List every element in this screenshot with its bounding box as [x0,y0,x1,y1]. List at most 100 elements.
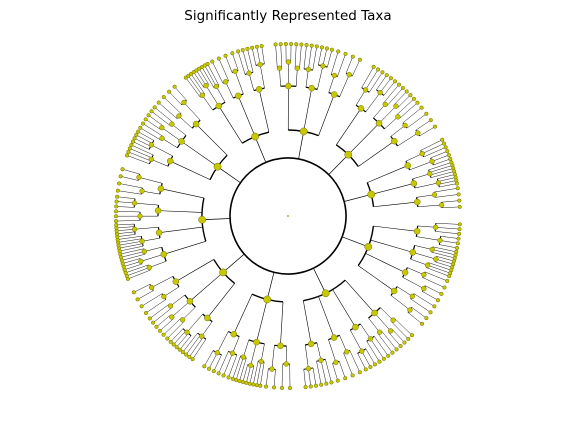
species-edge [256,46,261,65]
genus-edge [417,204,442,207]
species-edge [138,131,154,141]
taxon-node [177,347,182,352]
taxon-node [413,228,421,235]
genus-edge [144,246,162,252]
taxon-node [279,385,285,390]
clade-edge [328,154,349,175]
species-edge [349,350,361,373]
taxon-node [206,366,212,371]
subclade-edge [170,160,211,180]
taxon-node [154,324,159,329]
genus-edge [259,64,265,89]
taxon-node [357,57,362,62]
taxon-node [421,285,427,292]
taxon-node [357,370,362,375]
taxon-node [148,156,154,163]
taxon-node [235,92,242,100]
taxon-node [143,310,149,316]
genus-edge [171,124,187,136]
taxon-node [276,65,283,71]
taxon-node [318,357,324,363]
species-edge [377,333,393,353]
taxon-node [178,138,185,145]
taxon-node [236,49,241,54]
taxon-node [398,344,403,349]
species-edge [430,168,454,176]
subclade-edge [332,289,356,328]
taxon-node [454,245,460,251]
taxon-node [390,287,398,295]
taxon-node [277,342,284,350]
taxon-node [376,67,381,72]
taxon-node [184,352,189,357]
species-edge [185,335,201,355]
genus-edge [243,339,250,358]
taxon-node [167,303,174,309]
species-edge [207,63,220,86]
species-edge [120,176,139,181]
species-edge [419,126,436,137]
species-edge [225,55,233,73]
subclade-edge [303,88,312,132]
taxon-node [187,354,192,359]
clade-edge [266,272,275,300]
subclade-edge [181,141,218,167]
species-edge [303,369,306,388]
species-edge [435,258,454,265]
taxon-node [305,365,312,372]
genus-edge [260,343,265,362]
taxon-node [299,127,308,136]
species-edge [370,338,385,359]
species-edge [357,353,366,370]
taxon-node [167,89,172,94]
taxon-node [137,213,143,219]
taxon-node [245,46,250,51]
taxon-node [445,278,450,284]
tree-nodes [113,41,462,391]
taxon-node [134,132,139,137]
genus-edge [151,144,173,157]
species-edge [168,91,182,105]
species-edge [420,139,443,151]
species-edge [124,263,142,270]
taxon-node [287,385,293,391]
taxon-node [169,314,175,320]
genus-edge [186,313,203,333]
species-edge [435,222,460,225]
taxon-node [335,378,340,383]
species-edge [386,87,404,107]
taxon-node [214,350,220,356]
species-edge [189,337,204,358]
clade-edge [202,218,231,221]
taxon-node [120,167,125,172]
species-edge [431,154,449,162]
taxon-node [190,357,195,362]
genus-edge [374,312,391,332]
species-edge [332,363,338,381]
taxon-node [139,238,145,244]
species-edge [119,245,144,252]
genus-edge [417,225,436,228]
species-edge [151,111,171,127]
species-edge [366,341,380,362]
species-edge [134,138,151,147]
species-edge [127,269,151,280]
taxon-node [114,222,119,228]
species-edge [437,174,455,180]
taxon-node [255,85,263,93]
subclade-edge [256,299,268,343]
genus-edge [225,81,234,99]
genus-edge [248,73,255,91]
species-edge [440,235,459,239]
taxon-node [308,384,313,389]
taxon-node [263,295,272,304]
species-edge [308,45,312,70]
species-edge [128,151,151,162]
taxon-node [258,358,264,365]
species-edge [118,238,142,243]
taxon-node [428,310,433,315]
taxon-node [443,145,448,150]
species-edge [425,285,442,295]
species-edge [426,267,450,277]
